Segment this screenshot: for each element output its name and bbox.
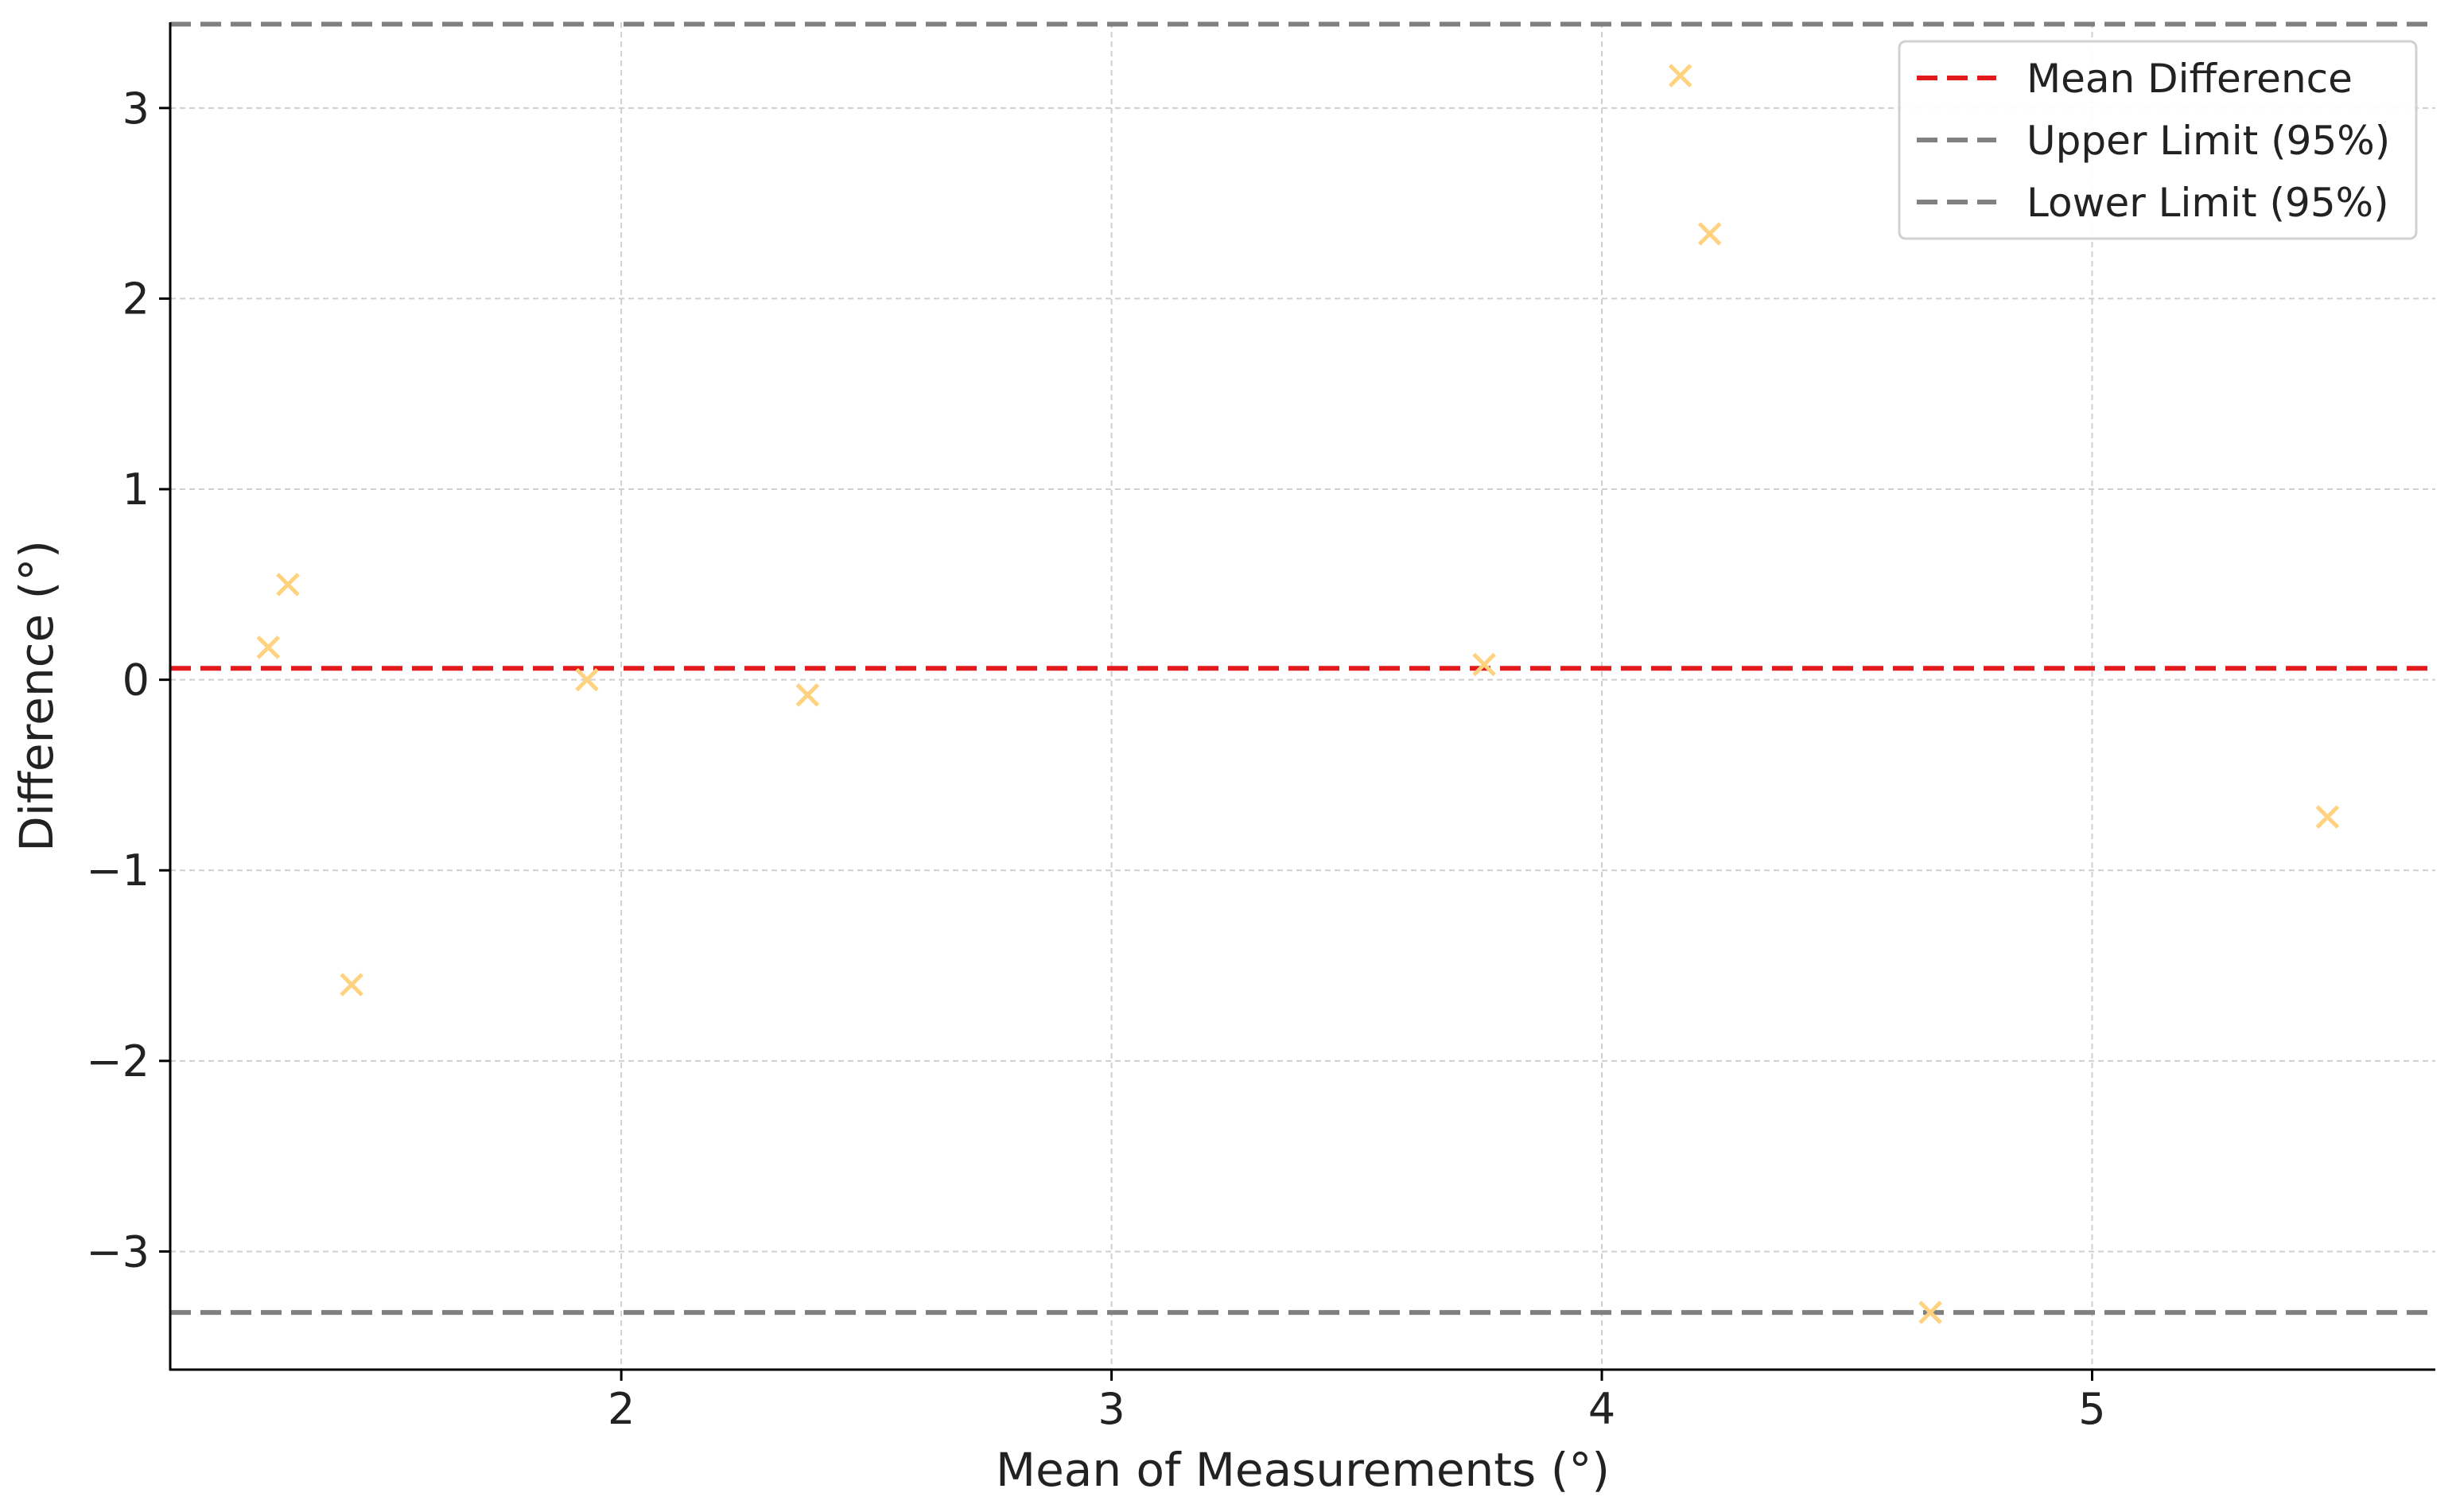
data-point-8: [1918, 1300, 1942, 1324]
y-tick-label-6: 3: [122, 84, 150, 134]
data-point-7: [1697, 222, 1722, 246]
data-point-marker: [1918, 1300, 1942, 1324]
legend-label-0: Mean Difference: [2027, 56, 2353, 102]
data-point-marker: [795, 683, 820, 707]
data-point-0: [256, 636, 281, 659]
data-point-marker: [340, 973, 363, 997]
data-point-marker: [2315, 805, 2340, 829]
x-tick-label-1: 3: [1098, 1384, 1125, 1434]
x-tick-label-3: 5: [2078, 1384, 2105, 1434]
data-point-5: [1472, 652, 1496, 677]
x-axis-label: Mean of Measurements (°): [996, 1443, 1610, 1497]
data-point-marker: [1697, 222, 1722, 246]
legend-box: [1898, 40, 2418, 240]
y-tick-label-2: −1: [86, 845, 150, 896]
data-point-marker: [256, 636, 281, 659]
data-point-3: [575, 667, 599, 692]
legend-label-1: Upper Limit (95%): [2027, 118, 2390, 164]
y-tick-label-4: 1: [122, 464, 150, 515]
data-point-marker: [276, 573, 300, 597]
y-tick-label-5: 2: [122, 274, 150, 324]
data-point-marker: [1668, 64, 1692, 87]
data-point-6: [1668, 64, 1692, 87]
data-point-marker: [575, 667, 599, 692]
y-axis-label: Difference (°): [10, 540, 64, 852]
data-point-4: [795, 683, 820, 707]
legend-label-2: Lower Limit (95%): [2027, 180, 2389, 226]
y-tick-label-1: −2: [86, 1036, 150, 1086]
data-point-1: [276, 573, 300, 597]
y-tick-label-3: 0: [122, 655, 150, 705]
data-point-marker: [1472, 652, 1496, 677]
x-tick-label-0: 2: [608, 1384, 635, 1434]
x-tick-label-2: 4: [1588, 1384, 1615, 1434]
data-point-2: [340, 973, 363, 997]
data-point-9: [2315, 805, 2340, 829]
y-tick-label-0: −3: [86, 1226, 150, 1277]
